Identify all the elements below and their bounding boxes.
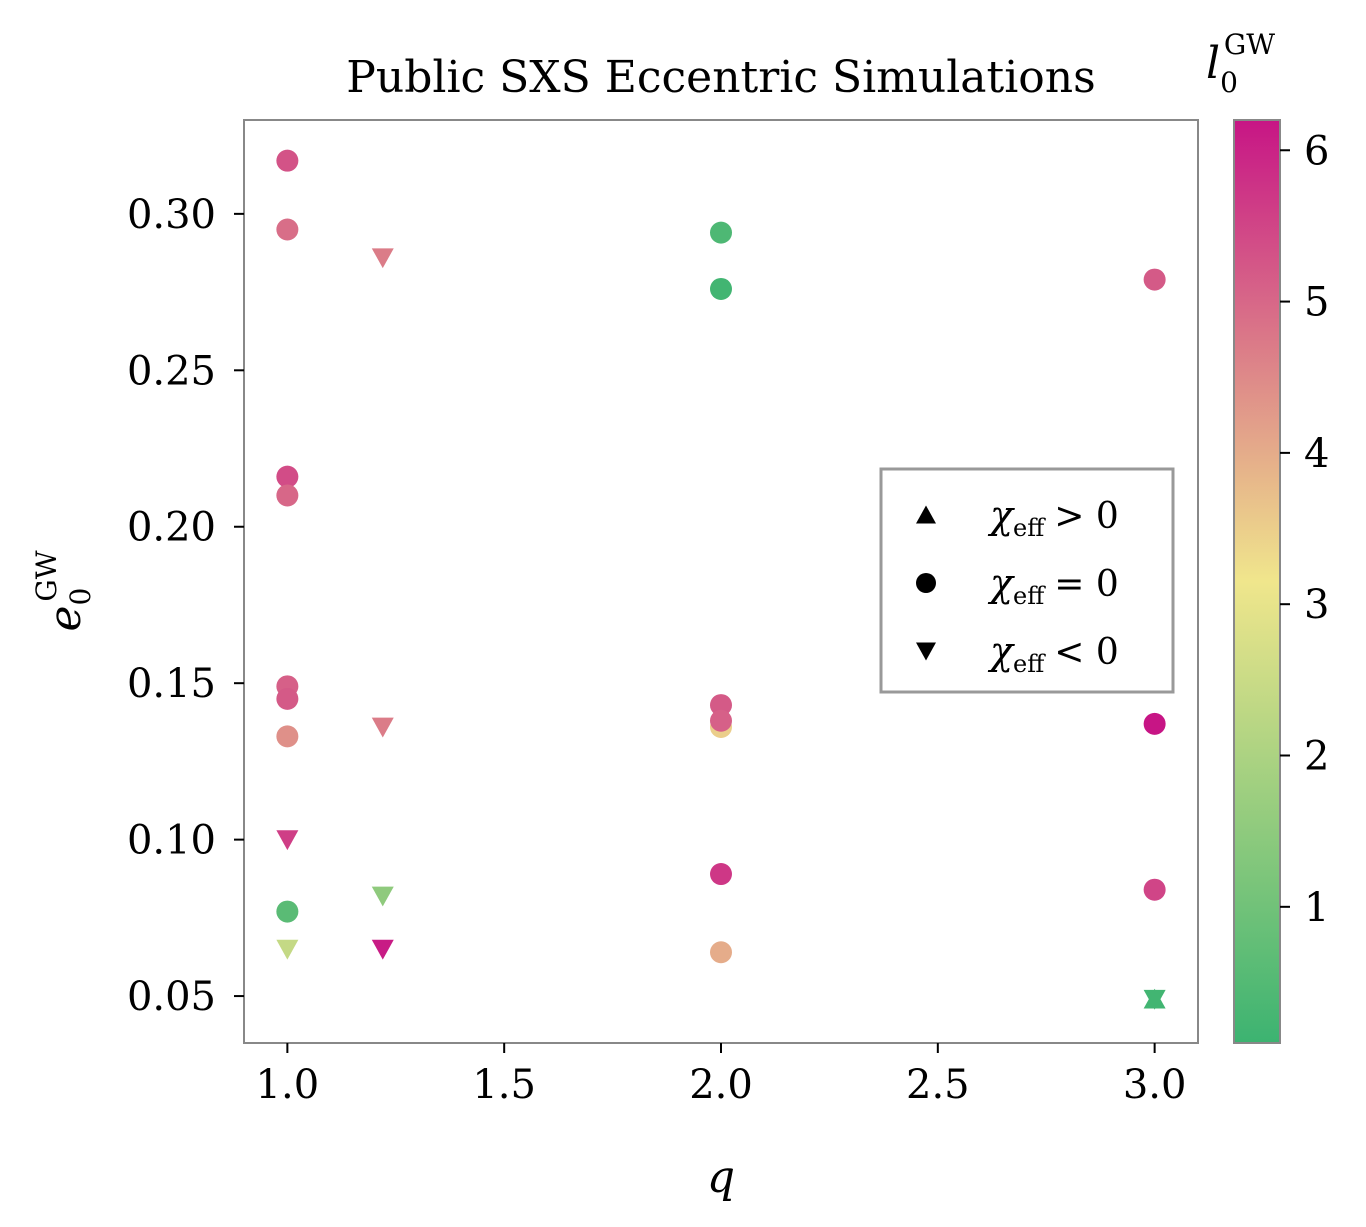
y-tick-label: 0.25 bbox=[127, 348, 216, 394]
legend-entry-label: χeff < 0 bbox=[987, 629, 1119, 678]
y-axis-label-sub: 0 bbox=[64, 588, 97, 606]
data-point-circle bbox=[276, 725, 299, 748]
data-point-circle bbox=[710, 221, 732, 244]
y-tick-label: 0.05 bbox=[127, 974, 216, 1020]
legend-entry-label: χeff > 0 bbox=[987, 493, 1119, 542]
data-point-triangle-down bbox=[276, 830, 299, 851]
legend-entry-label: χeff = 0 bbox=[987, 561, 1119, 610]
chart-title: Public SXS Eccentric Simulations bbox=[346, 52, 1095, 103]
data-point-circle bbox=[276, 218, 299, 241]
data-points bbox=[276, 149, 1166, 1010]
colorbar-label: l0 GW bbox=[1206, 28, 1275, 99]
legend: χeff > 0 χeff = 0 χeff < 0 bbox=[879, 467, 1175, 694]
colorbar-ticks: 1 2 3 4 5 6 bbox=[1280, 128, 1329, 931]
data-point-circle bbox=[276, 149, 299, 172]
x-tick-label: 3.0 bbox=[1123, 1062, 1187, 1108]
data-point-circle bbox=[710, 863, 732, 886]
data-point-circle bbox=[710, 941, 732, 964]
colorbar-label-sub: 0 bbox=[1220, 66, 1238, 99]
y-axis-label-sup: GW bbox=[30, 550, 63, 601]
x-tick-label: 1.0 bbox=[256, 1062, 320, 1108]
data-point-triangle-down bbox=[371, 939, 394, 960]
data-point-circle bbox=[276, 465, 299, 488]
x-tick-label: 2.5 bbox=[906, 1062, 970, 1108]
data-point-triangle-down bbox=[371, 886, 394, 907]
y-axis-label-base: e bbox=[40, 605, 91, 631]
data-point-circle bbox=[1143, 712, 1166, 735]
data-point-triangle-down bbox=[1143, 989, 1166, 1010]
data-point-circle bbox=[1143, 268, 1166, 291]
x-tick-label: 1.5 bbox=[472, 1062, 536, 1108]
x-axis-label: q bbox=[707, 1152, 735, 1203]
data-point-circle bbox=[710, 277, 732, 300]
x-tick-label: 2.0 bbox=[689, 1062, 753, 1108]
colorbar-tick-label: 1 bbox=[1304, 885, 1329, 931]
colorbar bbox=[1233, 119, 1281, 1044]
legend-marker-triangle-down bbox=[916, 642, 936, 661]
data-point-triangle-down bbox=[371, 248, 394, 269]
y-tick-label: 0.20 bbox=[127, 505, 216, 551]
legend-marker-circle bbox=[916, 573, 936, 593]
colorbar-tick-label: 4 bbox=[1304, 431, 1329, 477]
colorbar-tick-label: 2 bbox=[1304, 734, 1329, 780]
data-point-circle bbox=[276, 687, 299, 710]
svg-text:e0GW: e0GW bbox=[30, 550, 97, 631]
data-point-circle bbox=[276, 484, 299, 507]
y-tick-label: 0.10 bbox=[127, 818, 216, 864]
data-point-triangle-down bbox=[276, 939, 299, 960]
y-axis: 0.05 0.10 0.15 0.20 0.25 0.30 bbox=[127, 192, 244, 1020]
legend-marker-triangle-up bbox=[916, 505, 936, 524]
y-axis-label: e0GW bbox=[30, 550, 97, 631]
colorbar-tick-label: 5 bbox=[1304, 280, 1329, 326]
colorbar-label-base: l bbox=[1206, 38, 1220, 89]
colorbar-label-sup: GW bbox=[1224, 28, 1275, 61]
data-point-circle bbox=[710, 694, 732, 717]
y-tick-label: 0.15 bbox=[127, 661, 216, 707]
data-point-circle bbox=[1143, 878, 1166, 901]
y-tick-label: 0.30 bbox=[127, 192, 216, 238]
colorbar-tick-label: 6 bbox=[1304, 128, 1329, 174]
x-axis: 1.0 1.5 2.0 2.5 3.0 bbox=[256, 1043, 1187, 1108]
data-point-circle bbox=[710, 709, 732, 732]
data-point-triangle-down bbox=[371, 717, 394, 738]
data-point-circle bbox=[276, 900, 299, 923]
colorbar-tick-label: 3 bbox=[1304, 582, 1329, 628]
